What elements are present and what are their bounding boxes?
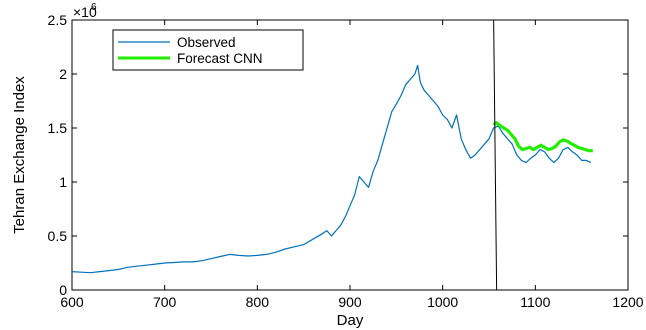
y-axis: 0 0.5 1 1.5 2 2.5 <box>48 12 628 298</box>
x-axis: 600 700 800 900 1000 1100 1200 <box>60 20 644 310</box>
y-tick-label: 1 <box>59 174 67 190</box>
legend: Observed Forecast CNN <box>112 29 304 71</box>
y-multiplier-base: ×10 <box>73 4 97 20</box>
x-tick-label: 1000 <box>427 294 458 310</box>
series-line-forecast <box>492 121 593 153</box>
y-axis-label: Tehran Exchange Index <box>11 76 28 234</box>
y-tick-label: 1.5 <box>48 120 68 136</box>
legend-label-observed: Observed <box>177 35 236 50</box>
y-tick-label: 0.5 <box>48 228 68 244</box>
x-tick-label: 700 <box>153 294 177 310</box>
series-layer <box>71 64 593 274</box>
legend-label-forecast: Forecast CNN <box>177 51 263 66</box>
y-tick-label: 2.5 <box>48 12 68 28</box>
x-tick-label: 1100 <box>520 294 550 310</box>
y-tick-label: 2 <box>59 66 67 82</box>
x-tick-label: 800 <box>246 294 270 310</box>
x-axis-label: Day <box>337 312 364 329</box>
y-multiplier: ×10 6 <box>73 2 97 20</box>
series-line-observed <box>71 64 592 274</box>
y-multiplier-exponent: 6 <box>91 2 97 13</box>
forecast-start-line <box>493 19 498 291</box>
x-tick-label: 600 <box>60 294 84 310</box>
x-tick-label: 900 <box>338 294 362 310</box>
legend-box <box>112 29 304 71</box>
x-tick-label: 1200 <box>612 294 643 310</box>
y-tick-label: 0 <box>59 282 67 298</box>
